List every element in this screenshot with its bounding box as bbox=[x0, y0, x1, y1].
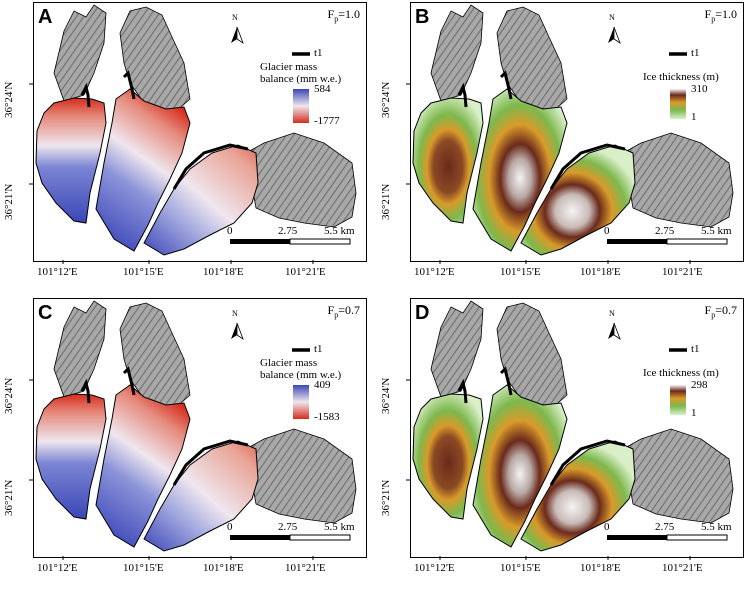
map-frame: B Fp=1.0 N t1 Ice thickness (m) 310 1 0 … bbox=[410, 2, 744, 262]
map-frame: A Fp=1.0 N t1 Glacier mass balance (mm w… bbox=[33, 2, 367, 262]
legend-min: 1 bbox=[691, 111, 697, 123]
scale-end: 5.5 km bbox=[324, 225, 355, 237]
x-tick-label: 101°21'E bbox=[662, 562, 703, 574]
legend-title-1: Glacier mass bbox=[260, 357, 318, 369]
panel-letter: C bbox=[38, 302, 53, 324]
fp-label: Fp=0.7 bbox=[328, 303, 360, 319]
legend-title-2: balance (mm w.e.) bbox=[260, 73, 342, 85]
fp-value: =0.7 bbox=[338, 303, 360, 317]
legend-min: 1 bbox=[691, 407, 697, 419]
x-tick-label: 101°12'E bbox=[37, 562, 78, 574]
y-tick-label: 36°21'N bbox=[3, 479, 15, 516]
glacier-map bbox=[35, 300, 357, 552]
y-tick-label: 36°24'N bbox=[3, 377, 15, 414]
glacier-map bbox=[412, 300, 734, 552]
scale-mid: 2.75 bbox=[278, 521, 298, 533]
fp-symbol: F bbox=[327, 303, 335, 317]
x-tick-label: 101°18'E bbox=[203, 266, 244, 278]
legend-max: 310 bbox=[691, 83, 708, 95]
scale-zero: 0 bbox=[227, 521, 233, 533]
map-frame: C Fp=0.7 N t1 Glacier mass balance (mm w… bbox=[33, 298, 367, 558]
scale-zero: 0 bbox=[227, 225, 233, 237]
scale-end: 5.5 km bbox=[701, 521, 732, 533]
x-tick-label: 101°18'E bbox=[580, 562, 621, 574]
t1-label: t1 bbox=[314, 47, 323, 59]
legend-max: 584 bbox=[314, 83, 331, 95]
x-tick-label: 101°12'E bbox=[414, 562, 455, 574]
fp-symbol: F bbox=[704, 7, 712, 21]
map-panel-d: D Fp=0.7 N t1 Ice thickness (m) 298 1 0 … bbox=[377, 296, 754, 589]
north-label: N bbox=[232, 309, 238, 318]
legend-title-1: Glacier mass bbox=[260, 61, 318, 73]
scale-mid: 2.75 bbox=[655, 521, 675, 533]
fp-sub: p bbox=[334, 14, 339, 24]
map-frame: D Fp=0.7 N t1 Ice thickness (m) 298 1 0 … bbox=[410, 298, 744, 558]
t1-label: t1 bbox=[691, 343, 700, 355]
y-tick-label: 36°24'N bbox=[380, 377, 392, 414]
legend-max: 409 bbox=[314, 379, 331, 391]
fp-symbol: F bbox=[704, 303, 712, 317]
map-panel-b: B Fp=1.0 N t1 Ice thickness (m) 310 1 0 … bbox=[377, 0, 754, 293]
legend-min: -1583 bbox=[314, 411, 340, 423]
map-panel-a: A Fp=1.0 N t1 Glacier mass balance (mm w… bbox=[0, 0, 377, 293]
scale-mid: 2.75 bbox=[655, 225, 675, 237]
fp-label: Fp=1.0 bbox=[328, 7, 360, 23]
x-tick-label: 101°12'E bbox=[414, 266, 455, 278]
legend-title-1: Ice thickness (m) bbox=[643, 367, 719, 379]
fp-value: =1.0 bbox=[715, 7, 737, 21]
x-tick-label: 101°15'E bbox=[123, 562, 164, 574]
fp-sub: p bbox=[711, 14, 716, 24]
x-tick-label: 101°21'E bbox=[662, 266, 703, 278]
fp-sub: p bbox=[334, 310, 339, 320]
y-tick-label: 36°21'N bbox=[380, 183, 392, 220]
y-tick-label: 36°24'N bbox=[380, 81, 392, 118]
fp-label: Fp=1.0 bbox=[705, 7, 737, 23]
legend-title-1: Ice thickness (m) bbox=[643, 71, 719, 83]
scale-zero: 0 bbox=[604, 225, 610, 237]
north-label: N bbox=[232, 13, 238, 22]
legend-max: 298 bbox=[691, 379, 708, 391]
north-label: N bbox=[609, 13, 615, 22]
fp-symbol: F bbox=[327, 7, 335, 21]
scale-mid: 2.75 bbox=[278, 225, 298, 237]
panel-letter: A bbox=[38, 6, 53, 28]
glacier-map bbox=[35, 4, 357, 256]
x-tick-label: 101°18'E bbox=[580, 266, 621, 278]
north-arrow-icon bbox=[608, 322, 621, 341]
fp-label: Fp=0.7 bbox=[705, 303, 737, 319]
y-tick-label: 36°24'N bbox=[3, 81, 15, 118]
scale-end: 5.5 km bbox=[324, 521, 355, 533]
x-tick-label: 101°12'E bbox=[37, 266, 78, 278]
panel-letter: D bbox=[415, 302, 430, 324]
t1-label: t1 bbox=[314, 343, 323, 355]
north-arrow-icon bbox=[231, 26, 244, 45]
panel-letter: B bbox=[415, 6, 430, 28]
t1-label: t1 bbox=[691, 47, 700, 59]
scale-end: 5.5 km bbox=[701, 225, 732, 237]
y-tick-label: 36°21'N bbox=[380, 479, 392, 516]
x-tick-label: 101°15'E bbox=[500, 266, 541, 278]
fp-value: =0.7 bbox=[715, 303, 737, 317]
scale-zero: 0 bbox=[604, 521, 610, 533]
x-tick-label: 101°21'E bbox=[285, 266, 326, 278]
x-tick-label: 101°18'E bbox=[203, 562, 244, 574]
north-label: N bbox=[609, 309, 615, 318]
map-panel-c: C Fp=0.7 N t1 Glacier mass balance (mm w… bbox=[0, 296, 377, 589]
fp-sub: p bbox=[711, 310, 716, 320]
north-arrow-icon bbox=[608, 26, 621, 45]
north-arrow-icon bbox=[231, 322, 244, 341]
legend-title-2: balance (mm w.e.) bbox=[260, 369, 342, 381]
y-tick-label: 36°21'N bbox=[3, 183, 15, 220]
x-tick-label: 101°15'E bbox=[123, 266, 164, 278]
x-tick-label: 101°15'E bbox=[500, 562, 541, 574]
x-tick-label: 101°21'E bbox=[285, 562, 326, 574]
glacier-map bbox=[412, 4, 734, 256]
legend-min: -1777 bbox=[314, 115, 340, 127]
fp-value: =1.0 bbox=[338, 7, 360, 21]
